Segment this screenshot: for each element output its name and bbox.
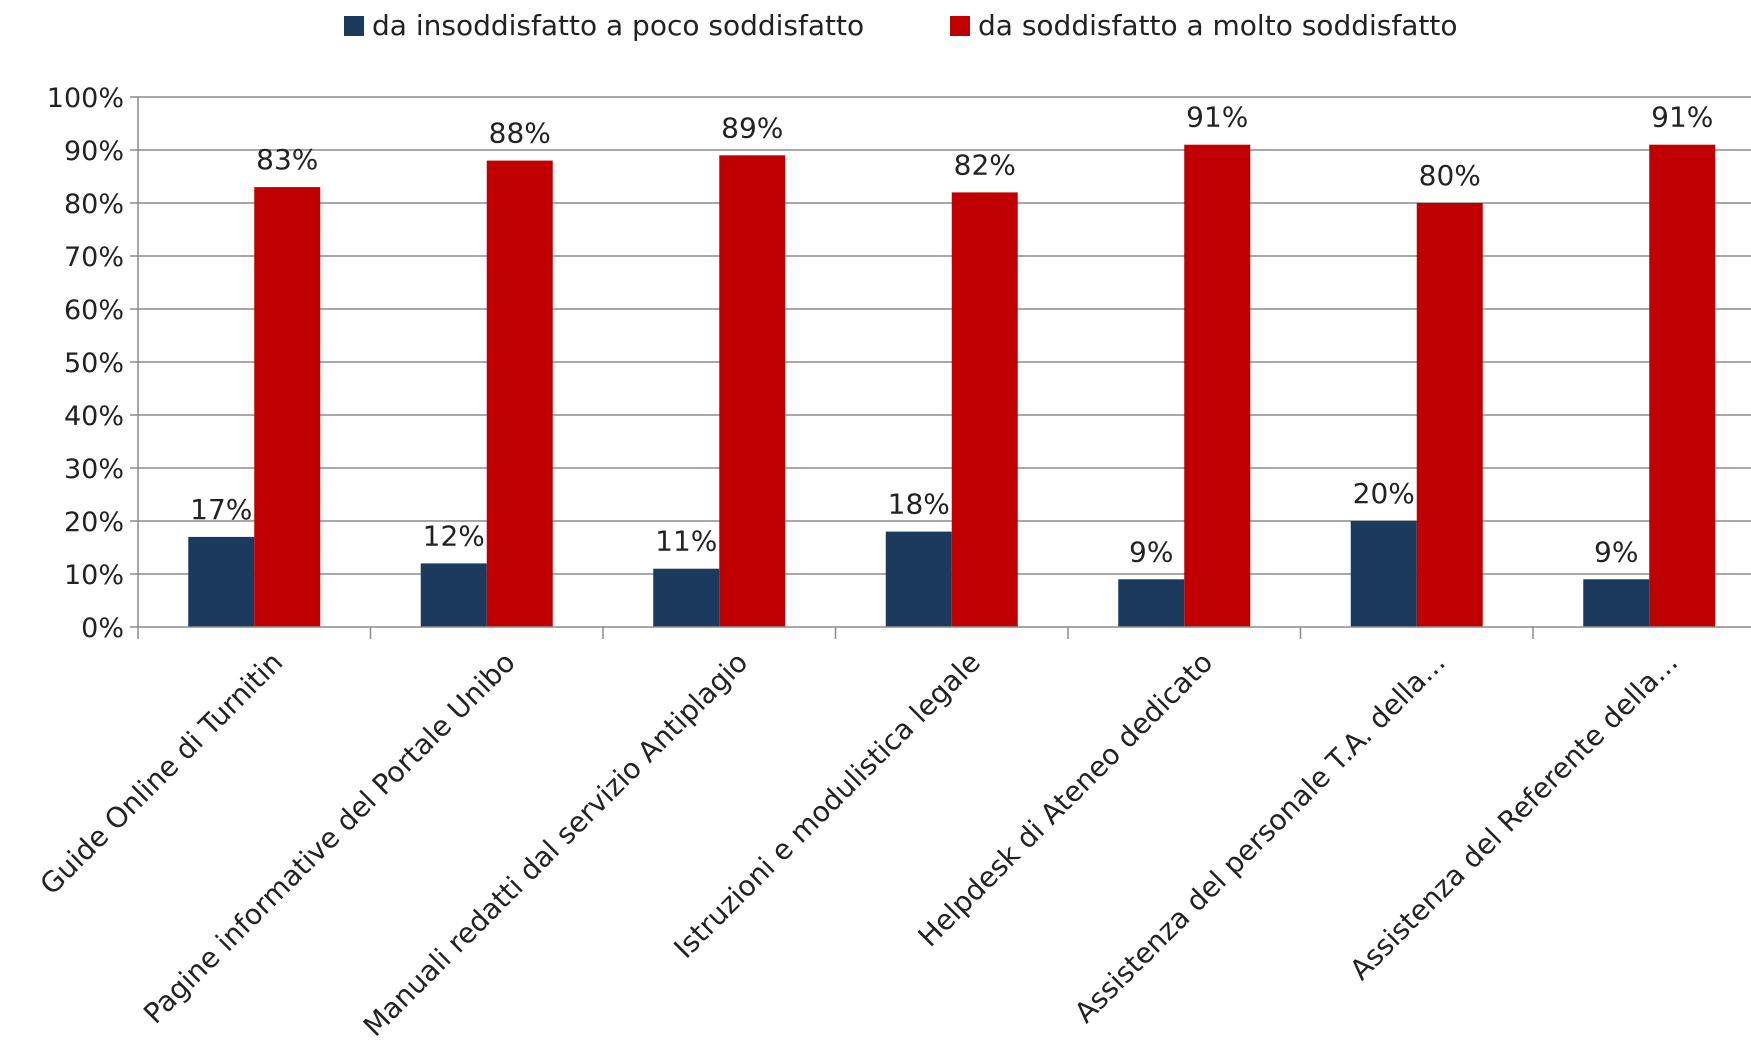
bar-series-1 bbox=[1118, 579, 1185, 627]
x-category-label: Pagine informative del Portale Unibo bbox=[137, 646, 522, 1031]
y-axis: 0% 10% 20% 30% 40% 50% 60% 70% 80% 90% 100% bbox=[47, 83, 139, 644]
data-label: 20% bbox=[1353, 477, 1415, 510]
bar-series-1 bbox=[420, 563, 487, 627]
bar-series-2 bbox=[719, 155, 786, 628]
bar-series-2 bbox=[486, 160, 553, 627]
legend-label-series-1: da insoddisfatto a poco soddisfatto bbox=[372, 9, 864, 42]
data-label: 9% bbox=[1594, 535, 1638, 568]
data-label: 88% bbox=[489, 117, 551, 150]
bar-series-2 bbox=[1184, 144, 1251, 627]
y-tick-label: 60% bbox=[64, 295, 124, 326]
chart-legend: da insoddisfatto a poco soddisfatto da s… bbox=[344, 9, 1457, 42]
bars bbox=[188, 144, 1716, 628]
data-label: 89% bbox=[721, 111, 783, 144]
y-tick-label: 50% bbox=[64, 348, 124, 379]
bar-series-1 bbox=[1583, 579, 1650, 627]
bar-series-2 bbox=[951, 192, 1018, 627]
y-tick-label: 40% bbox=[64, 401, 124, 432]
gridlines bbox=[138, 96, 1751, 575]
data-labels: 17% 12% 11% 18% 9% 20% 9% 83% 88% 89% 82% 91% 80% 91% bbox=[190, 101, 1713, 569]
y-tick-label: 10% bbox=[64, 560, 124, 591]
data-label: 11% bbox=[655, 525, 717, 558]
bar-series-1 bbox=[188, 536, 255, 627]
data-label: 83% bbox=[256, 143, 318, 176]
data-label: 91% bbox=[1651, 101, 1713, 134]
data-label: 9% bbox=[1129, 535, 1173, 568]
y-tick-label: 20% bbox=[64, 507, 124, 538]
data-label: 12% bbox=[423, 519, 485, 552]
bar-series-1 bbox=[653, 568, 720, 627]
bar-series-2 bbox=[254, 187, 321, 627]
y-tick-label: 0% bbox=[81, 613, 124, 644]
x-category-label: Assistenza del personale T.A. della... bbox=[1068, 646, 1452, 1030]
legend-swatch-series-1 bbox=[344, 16, 364, 36]
x-category-label: Manuali redatti dal servizio Antiplagio bbox=[357, 646, 754, 1043]
y-tick-label: 70% bbox=[64, 242, 124, 273]
data-label: 80% bbox=[1419, 159, 1481, 192]
y-tick-label: 100% bbox=[47, 83, 124, 114]
data-label: 17% bbox=[190, 493, 252, 526]
y-tick-label: 30% bbox=[64, 454, 124, 485]
data-label: 18% bbox=[888, 488, 950, 521]
y-tick-label: 90% bbox=[64, 136, 124, 167]
data-label: 91% bbox=[1186, 101, 1248, 134]
bar-series-1 bbox=[1350, 521, 1417, 627]
legend-swatch-series-2 bbox=[950, 16, 970, 36]
bar-series-2 bbox=[1649, 144, 1716, 627]
x-category-label: Guide Online di Turnitin bbox=[34, 646, 290, 902]
bar-series-2 bbox=[1416, 203, 1483, 627]
legend-label-series-2: da soddisfatto a molto soddisfatto bbox=[978, 9, 1457, 42]
data-label: 82% bbox=[954, 148, 1016, 181]
bar-series-1 bbox=[885, 531, 952, 627]
y-tick-label: 80% bbox=[64, 189, 124, 220]
